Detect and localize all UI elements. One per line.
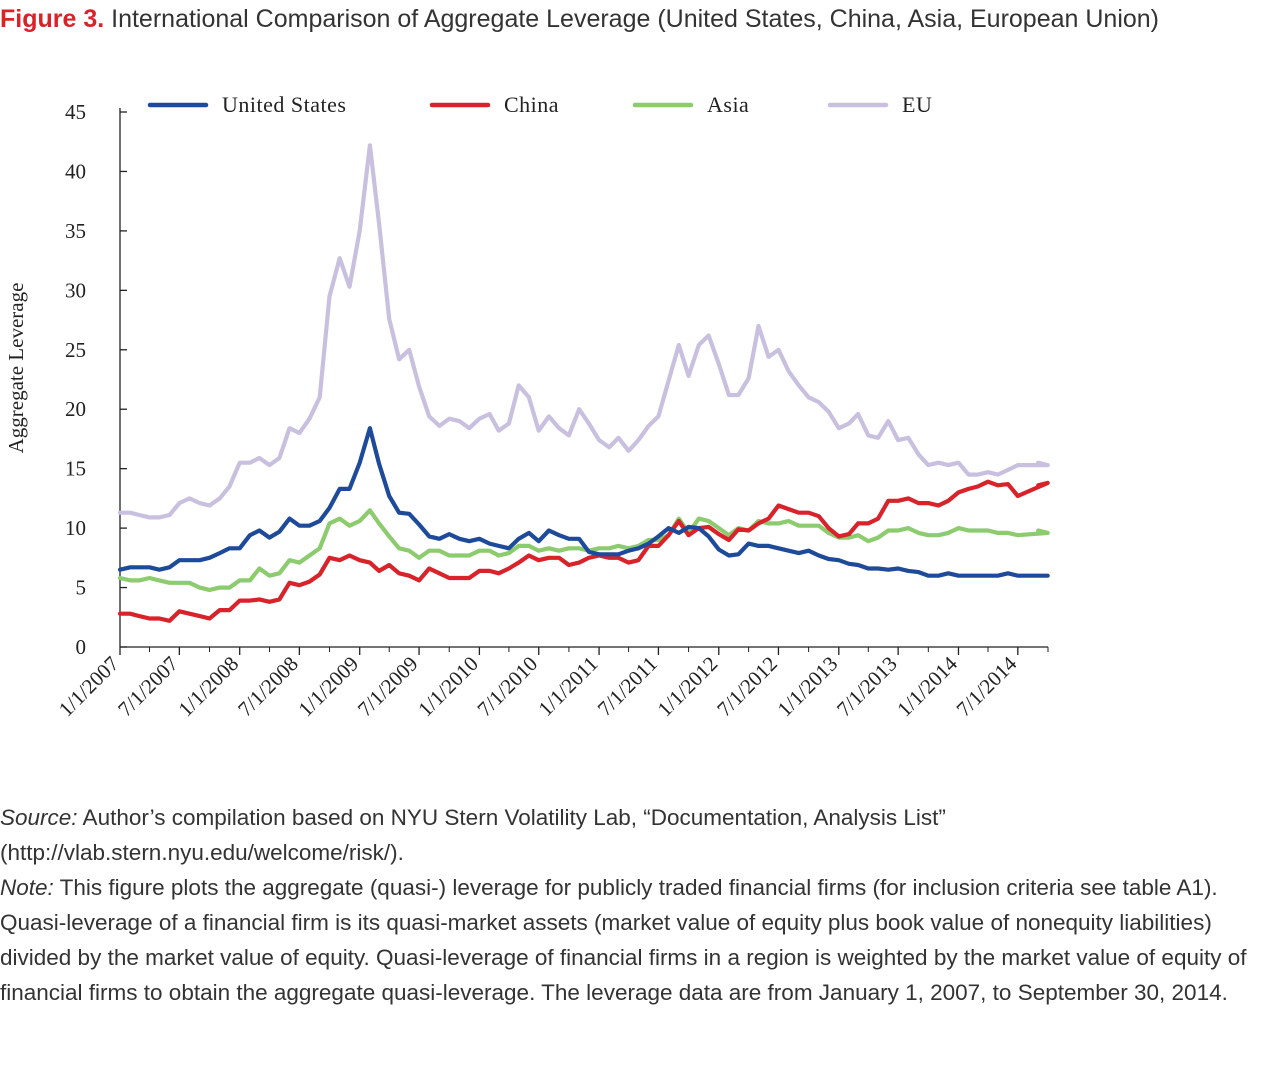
series-line-united-states [117,426,1050,578]
x-tick-label: 1/1/2012 [653,652,723,722]
y-tick-label: 40 [65,159,86,183]
note-paragraph: Note: This figure plots the aggregate (q… [0,870,1280,1010]
figure-title: Figure 3. International Comparison of Ag… [0,0,1270,38]
source-note: Source: Author’s compilation based on NY… [0,800,1280,870]
x-tick-label: 7/1/2007 [113,652,183,722]
y-tick-label: 20 [65,397,86,421]
note-lead: Note: [0,875,54,900]
x-tick-label: 1/1/2009 [293,652,363,722]
x-tick-label: 7/1/2008 [233,652,303,722]
leverage-line-chart: 0510152025303540451/1/20077/1/20071/1/20… [4,92,1050,722]
legend-label-united-states: United States [222,92,346,117]
y-tick-label: 45 [65,100,86,124]
x-tick-label: 7/1/2011 [593,652,662,721]
legend-label-eu: EU [902,92,932,117]
x-tick-label: 7/1/2010 [473,652,543,722]
x-tick-label: 1/1/2011 [533,652,602,721]
note-text: This figure plots the aggregate (quasi-)… [0,875,1247,1005]
figure-label: Figure 3. [0,5,105,33]
x-tick-label: 1/1/2010 [413,652,483,722]
figure-notes: Source: Author’s compilation based on NY… [0,800,1280,1010]
figure-title-text: International Comparison of Aggregate Le… [111,5,1160,33]
x-tick-label: 1/1/2007 [54,652,124,722]
source-lead: Source: [0,805,78,830]
series-line-eu [117,143,1050,520]
y-tick-label: 30 [65,278,86,302]
axes: 0510152025303540451/1/20077/1/20071/1/20… [54,100,1049,722]
series-line-china [117,479,1050,623]
series-line-asia [117,508,1050,592]
y-tick-label: 0 [76,635,87,659]
source-text: Author’s compilation based on NYU Stern … [0,805,946,865]
y-tick-label: 35 [65,219,86,243]
x-tick-label: 7/1/2012 [712,652,782,722]
legend-label-china: China [504,92,559,117]
y-tick-label: 25 [65,338,86,362]
y-tick-label: 10 [65,516,86,540]
x-tick-label: 1/1/2013 [773,652,843,722]
legend-label-asia: Asia [707,92,749,117]
x-tick-label: 7/1/2009 [353,652,423,722]
series-lines [117,143,1050,623]
y-axis-label: Aggregate Leverage [4,283,28,454]
x-tick-label: 1/1/2014 [892,651,962,721]
y-tick-label: 5 [76,576,87,600]
y-tick-label: 15 [65,457,86,481]
x-tick-label: 7/1/2013 [832,652,902,722]
x-tick-label: 1/1/2008 [173,652,243,722]
x-tick-label: 7/1/2014 [952,651,1022,721]
legend: United States China Asia EU [147,92,932,117]
